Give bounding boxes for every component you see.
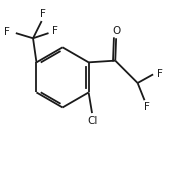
Text: F: F xyxy=(144,102,150,112)
Text: F: F xyxy=(40,9,45,19)
Text: F: F xyxy=(4,27,10,37)
Text: F: F xyxy=(53,26,58,36)
Text: Cl: Cl xyxy=(88,116,98,126)
Text: F: F xyxy=(157,68,163,79)
Text: O: O xyxy=(112,26,120,36)
